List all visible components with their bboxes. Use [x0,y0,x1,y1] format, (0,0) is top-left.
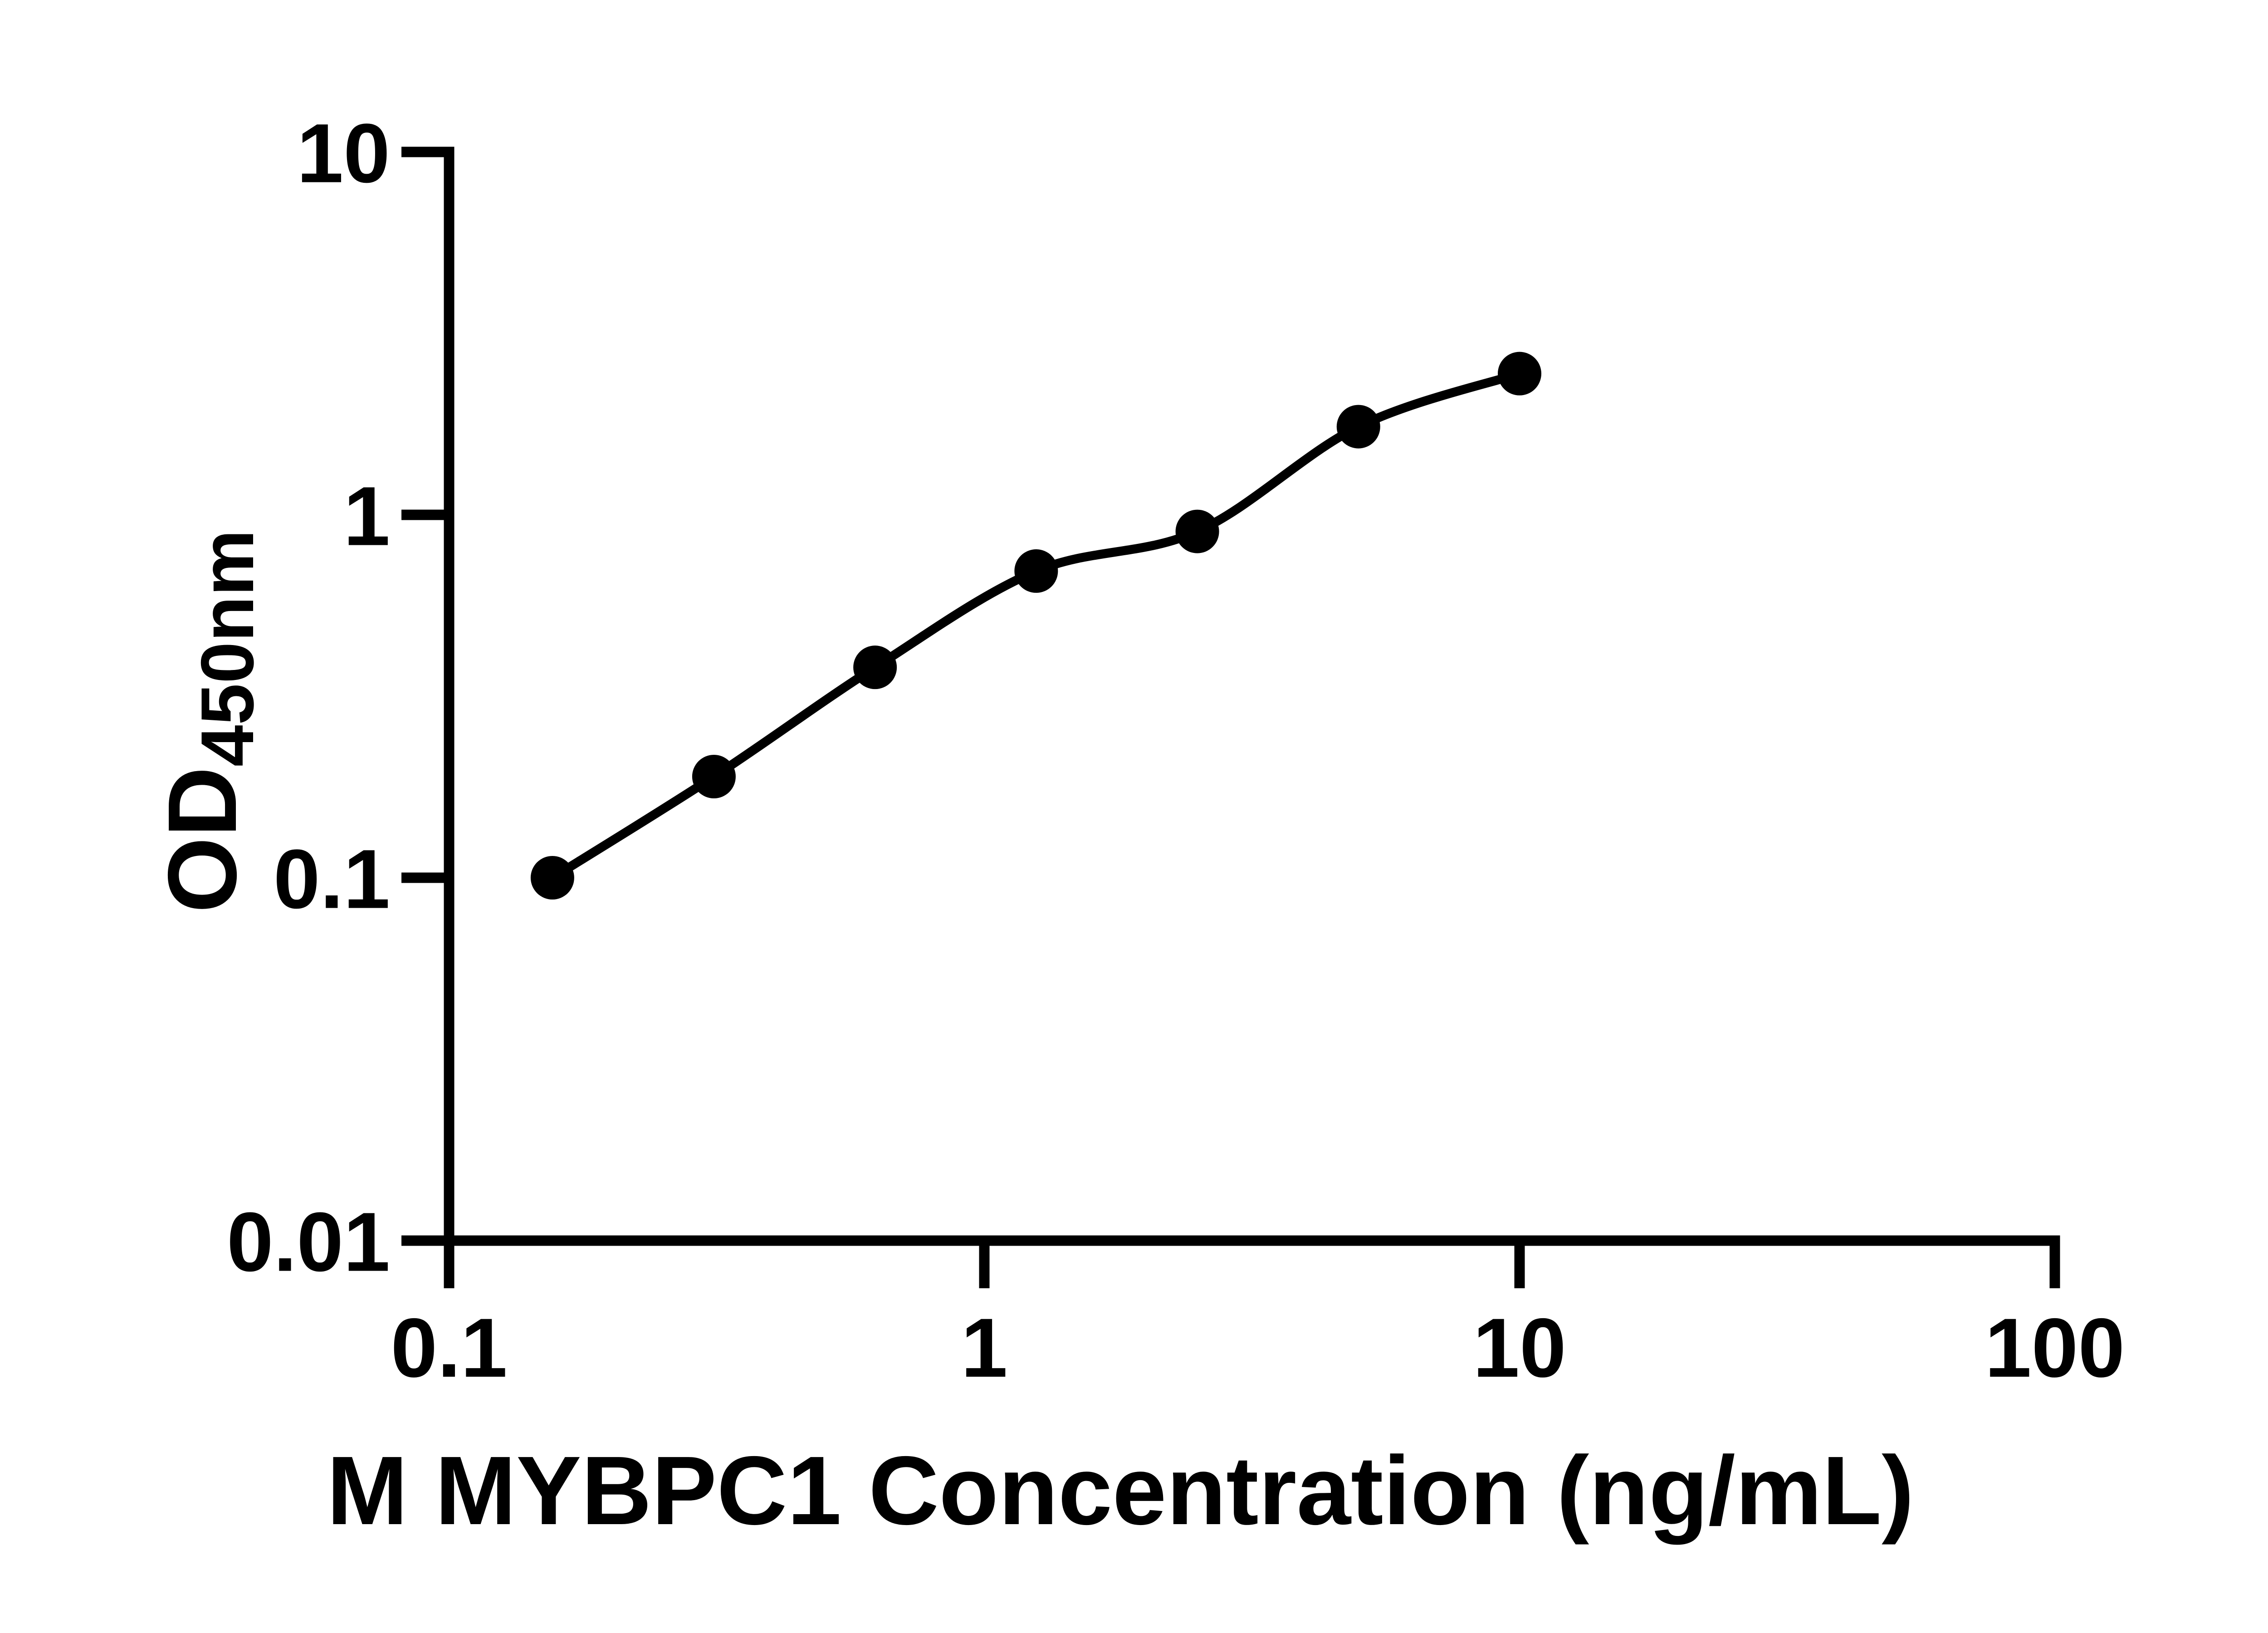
x-axis-title: M MYBPC1 Concentration (ng/mL) [327,1436,1914,1545]
x-tick-label-1: 1 [961,1301,1008,1395]
y-tick-label-0.1: 0.1 [274,833,390,926]
x-tick-label-10: 10 [1473,1301,1566,1395]
y-axis-title: OD450nm [147,529,269,913]
data-point-5 [1336,405,1380,449]
data-point-2.5 [1175,509,1219,553]
fit-curve [550,369,1521,882]
x-tick-label-100: 100 [1985,1301,2125,1395]
x-tick-label-0.1: 0.1 [391,1301,507,1395]
y-tick-label-0.01: 0.01 [227,1196,390,1289]
data-point-10 [1498,352,1541,396]
y-axis-title-main: OD [147,767,257,913]
y-tick-label-10: 10 [297,107,390,200]
data-point-0.156 [530,856,574,900]
data-point-0.625 [853,645,897,689]
y-tick-label-1: 1 [343,470,390,563]
y-axis-title-subscript: 450nm [186,529,269,767]
data-point-1.25 [1014,549,1058,593]
data-point-0.3125 [692,754,736,798]
